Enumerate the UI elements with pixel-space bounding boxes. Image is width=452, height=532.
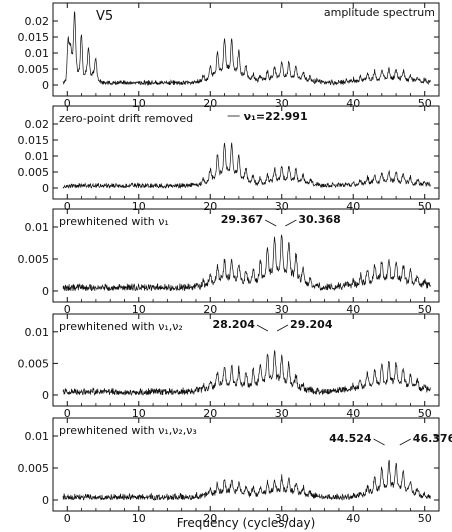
panel-frame <box>52 313 440 407</box>
panel-2: 0 10 20 30 40 50 0 0.005 0.01 0.015 0.02 zero-point… <box>18 105 440 213</box>
x-tick-label: 40 <box>346 512 360 525</box>
y-tick-label: 0 <box>42 494 49 507</box>
x-tick-label: 0 <box>64 512 71 525</box>
x-tick-label: 20 <box>203 407 217 420</box>
panel-5: 0 10 20 30 40 50 0 0.005 0.01 prewhitened with ν₁… <box>18 417 452 525</box>
x-tick-label: 0 <box>64 200 71 213</box>
panel-label: amplitude spectrum <box>324 6 435 19</box>
y-tick-label: 0.005 <box>18 253 50 266</box>
x-tick-label: 50 <box>418 407 432 420</box>
panel-frame <box>52 105 440 200</box>
x-tick-label: 40 <box>346 407 360 420</box>
spectrum-trace <box>62 460 431 502</box>
x-tick-label: 40 <box>346 200 360 213</box>
y-tick-label: 0.01 <box>25 326 50 339</box>
panel-4: 0 10 20 30 40 50 0 0.005 0.01 prewhitened with ν₁… <box>18 313 440 420</box>
annotation-leader <box>373 438 385 446</box>
panel-frame <box>52 2 440 97</box>
peak-annotation: 30.368 <box>298 213 340 226</box>
spectrum-trace <box>62 234 431 292</box>
annotation-leader <box>256 324 269 332</box>
x-tick-label: 20 <box>203 303 217 316</box>
star-label: V5 <box>96 9 113 24</box>
panel-frame <box>52 208 440 303</box>
y-tick-label: 0.005 <box>18 357 50 370</box>
x-axis-label: Frequency (cycles/day) <box>177 516 316 530</box>
y-tick-label: 0.02 <box>25 15 50 28</box>
panel-label: prewhitened with ν₁,ν₂,ν₃ <box>59 424 197 437</box>
peak-annotation: ν₁=22.991 <box>244 110 308 123</box>
y-tick-label: 0 <box>42 389 49 402</box>
y-tick-label: 0.005 <box>18 166 50 179</box>
x-tick-label: 20 <box>203 97 217 110</box>
peak-annotation: 28.204 <box>212 318 255 331</box>
x-tick-label: 50 <box>418 512 432 525</box>
annotation-leader <box>265 219 277 227</box>
peak-annotation: 29.204 <box>290 318 333 331</box>
spectrum-trace <box>62 350 431 397</box>
x-tick-label: 30 <box>275 97 289 110</box>
x-tick-label: 40 <box>346 97 360 110</box>
x-tick-label: 30 <box>275 200 289 213</box>
y-tick-label: 0.02 <box>25 118 50 131</box>
peak-annotation: 29.367 <box>221 213 263 226</box>
x-tick-label: 10 <box>132 407 146 420</box>
panel-label: prewhitened with ν₁ <box>59 215 169 228</box>
peak-annotation: 44.524 <box>329 432 372 445</box>
y-tick-label: 0 <box>42 285 49 298</box>
panel-label: zero-point drift removed <box>59 112 193 125</box>
x-tick-label: 10 <box>132 303 146 316</box>
x-tick-label: 50 <box>418 97 432 110</box>
y-tick-label: 0.015 <box>18 134 50 147</box>
y-tick-label: 0.01 <box>25 47 50 60</box>
x-tick-label: 40 <box>346 303 360 316</box>
y-tick-label: 0.005 <box>18 462 50 475</box>
x-tick-label: 10 <box>132 512 146 525</box>
x-tick-label: 0 <box>64 303 71 316</box>
annotation-leader <box>399 438 411 446</box>
y-tick-label: 0 <box>42 79 49 92</box>
x-tick-label: 0 <box>64 407 71 420</box>
spectrum-trace <box>62 11 431 86</box>
x-tick-label: 20 <box>203 200 217 213</box>
x-tick-label: 30 <box>275 512 289 525</box>
annotation-leader <box>285 219 297 227</box>
panel-1: 0 10 20 30 40 50 0 0.005 0.01 0.015 0.02 amplitude … <box>18 2 440 110</box>
y-tick-label: 0.005 <box>18 63 50 76</box>
x-tick-label: 50 <box>418 303 432 316</box>
y-tick-label: 0.01 <box>25 430 50 443</box>
peak-annotation: 46.376 <box>413 432 452 445</box>
panel-3: 0 10 20 30 40 50 0 0.005 0.01 prewhitened with ν₁… <box>18 208 440 316</box>
panel-frame <box>52 417 440 512</box>
x-tick-label: 30 <box>275 303 289 316</box>
annotation-leader <box>276 324 289 332</box>
x-tick-label: 10 <box>132 97 146 110</box>
x-tick-label: 0 <box>64 97 71 110</box>
x-tick-label: 50 <box>418 200 432 213</box>
panel-label: prewhitened with ν₁,ν₂ <box>59 320 183 333</box>
y-tick-label: 0 <box>42 182 49 195</box>
y-tick-label: 0.01 <box>25 150 50 163</box>
x-tick-label: 20 <box>203 512 217 525</box>
y-tick-label: 0.01 <box>25 221 50 234</box>
x-tick-label: 30 <box>275 407 289 420</box>
y-tick-label: 0.015 <box>18 31 50 44</box>
x-tick-label: 10 <box>132 200 146 213</box>
spectrum-trace <box>62 142 431 189</box>
